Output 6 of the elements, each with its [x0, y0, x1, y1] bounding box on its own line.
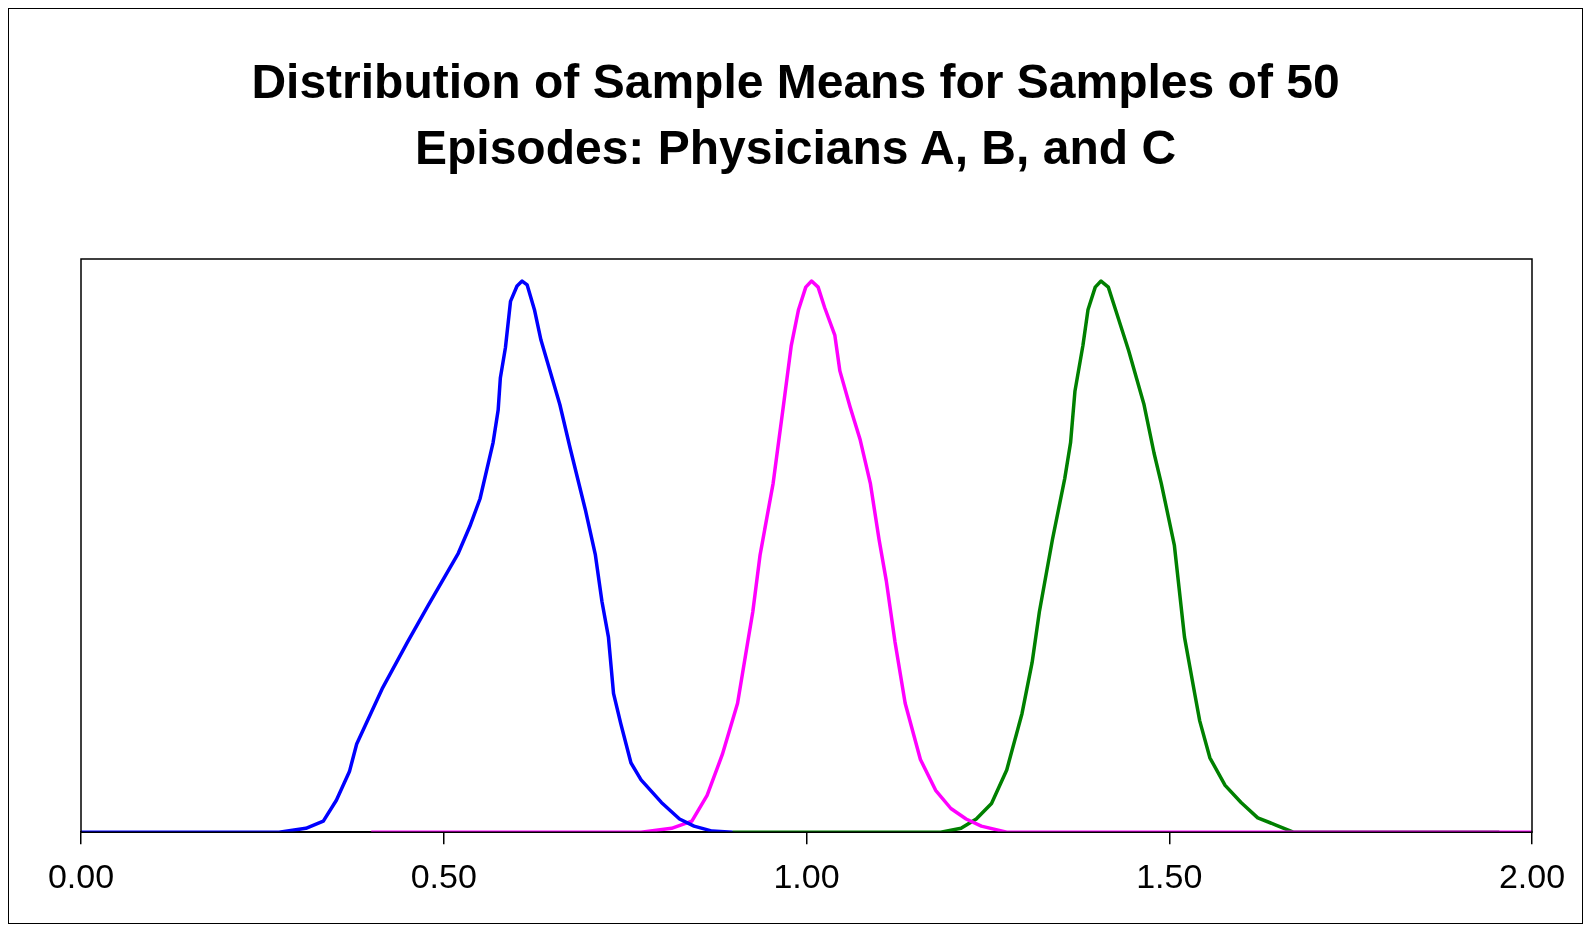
x-tick-label: 1.00	[773, 856, 840, 895]
x-tick-label: 0.50	[410, 856, 477, 895]
x-tick-label: 2.00	[1498, 856, 1566, 895]
chart-title: Distribution of Sample Means for Samples of 50 Episodes: Physicians A, B, and C	[250, 54, 1341, 176]
x-tick-label: 1.50	[1136, 856, 1203, 895]
x-tick-label: 0.00	[47, 856, 115, 895]
